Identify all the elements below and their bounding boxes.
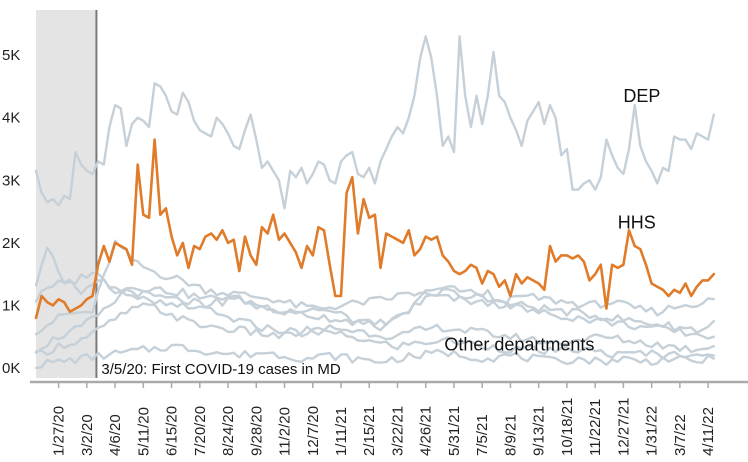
series-layer [34, 35, 716, 370]
series-line-dep [34, 35, 715, 210]
annotation-label: Other departments [444, 334, 594, 354]
y-tick-label: 3K [2, 172, 20, 189]
x-tick-label: 3/22/21 [389, 406, 406, 456]
x-tick-label: 9/28/20 [248, 406, 265, 456]
x-tick-label: 11/22/21 [587, 399, 604, 456]
x-tick-label: 4/26/21 [418, 406, 435, 456]
series-line-other-7 [34, 343, 715, 370]
y-tick-label: 4K [2, 110, 20, 127]
x-tick-label: 7/5/21 [474, 414, 491, 456]
y-tick-label: 5K [2, 47, 20, 64]
x-tick-label: 5/31/21 [446, 406, 463, 456]
shaded-region-label: 3/5/20: First COVID-19 cases in MD [101, 361, 340, 378]
x-tick-label: 8/24/20 [220, 406, 237, 456]
x-tick-label: 8/9/21 [502, 414, 519, 456]
x-tick-label: 1/31/22 [644, 406, 661, 456]
shaded-region-layer: 3/5/20: First COVID-19 cases in MD [36, 10, 341, 378]
series-line-hhs [34, 138, 716, 320]
x-tick-label: 12/27/21 [615, 398, 632, 456]
shaded-region [36, 10, 97, 378]
series-line-other-6 [34, 302, 715, 360]
x-tick-label: 12/7/20 [305, 406, 322, 456]
x-tick-label: 11/2/20 [277, 407, 294, 456]
x-tick-label: 9/13/21 [531, 406, 548, 456]
x-tick-label: 3/2/20 [79, 414, 96, 456]
y-tick-label: 0K [2, 360, 20, 377]
series-line-other-3 [34, 246, 715, 334]
series-line-other-2 [34, 239, 715, 336]
x-tick-label: 5/11/20 [135, 407, 152, 456]
x-tick-label: 4/6/20 [107, 414, 124, 456]
y-tick-label: 1K [2, 297, 20, 314]
x-tick-label: 1/11/21 [333, 407, 350, 456]
x-tick-label: 7/20/20 [192, 406, 209, 456]
x-tick-labels: 1/27/20 3/2/20 4/6/20 5/11/20 6/15/20 7/20/20… [51, 398, 718, 456]
x-tick-label: 2/15/21 [361, 406, 378, 456]
x-tick-label: 6/15/20 [164, 406, 181, 456]
series-line-other-4 [34, 278, 715, 340]
x-tick-label: 10/18/21 [559, 398, 576, 456]
annotation-label: HHS [618, 212, 656, 232]
annotation-label: DEP [623, 86, 660, 106]
y-tick-label: 2K [2, 235, 20, 252]
annotations: DEP HHS Other departments [444, 86, 660, 354]
y-axis: 0K 1K 2K 3K 4K 5K [2, 47, 20, 377]
x-axis [30, 380, 748, 388]
x-tick-label: 4/11/22 [700, 407, 717, 456]
series-line-other-5 [34, 288, 715, 354]
x-tick-label: 1/27/20 [51, 406, 68, 456]
x-tick-label: 3/7/22 [672, 414, 689, 456]
